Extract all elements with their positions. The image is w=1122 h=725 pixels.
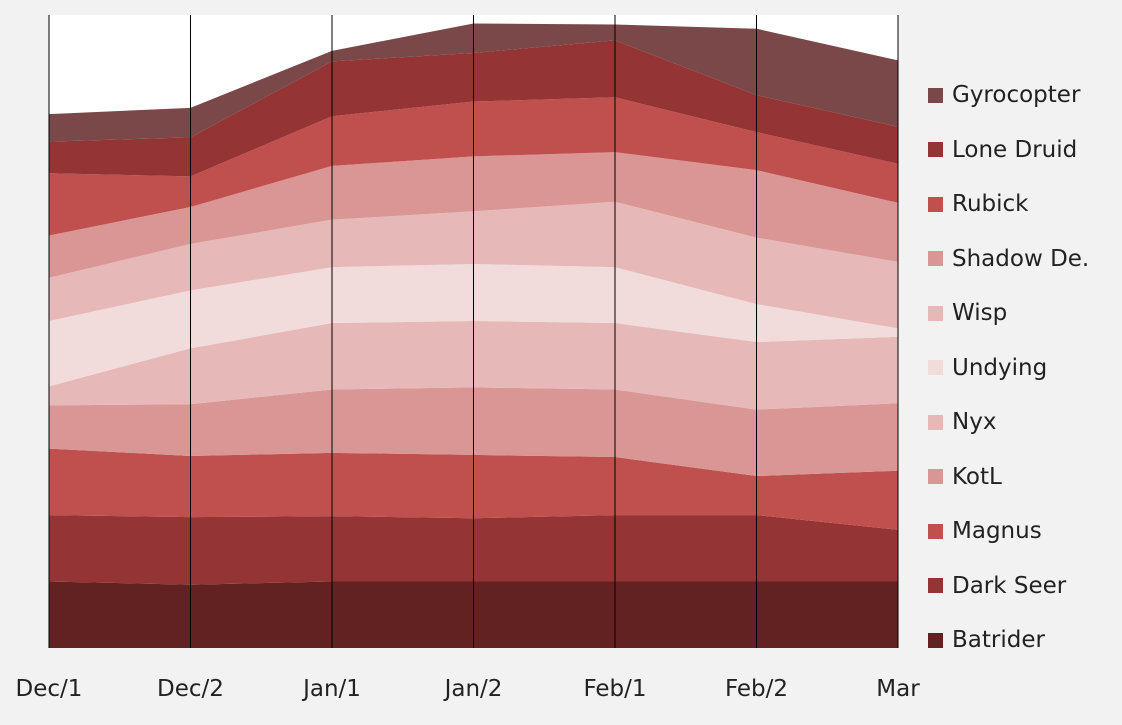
area-gyrocopter <box>49 23 898 142</box>
legend-item: Rubick <box>928 177 1118 232</box>
x-tick-label: Dec/1 <box>15 676 83 702</box>
legend-label: Lone Druid <box>952 136 1078 163</box>
legend-swatch <box>928 414 943 430</box>
legend-swatch <box>928 523 943 539</box>
plot-background <box>49 15 898 115</box>
legend-swatch <box>928 251 943 267</box>
area-rubick <box>49 97 898 236</box>
area-wisp <box>49 201 898 329</box>
area-undying <box>49 263 898 387</box>
legend-swatch <box>928 87 943 103</box>
legend-label: Magnus <box>952 518 1042 545</box>
legend-label: Undying <box>952 354 1048 381</box>
legend-item: Dark Seer <box>928 559 1118 614</box>
legend-label: Nyx <box>952 409 997 436</box>
area-shadow-de <box>49 152 898 278</box>
legend: Gyrocopter Lone Druid Rubick Shadow De. Wisp… <box>928 68 1118 668</box>
legend-item: Wisp <box>928 286 1118 341</box>
legend-item: Gyrocopter <box>928 68 1118 123</box>
x-tick-label: Mar <box>876 676 920 702</box>
legend-label: Dark Seer <box>952 572 1067 599</box>
legend-item: Nyx <box>928 395 1118 450</box>
x-tick-label: Feb/1 <box>583 676 647 702</box>
x-tick-label: Dec/2 <box>157 676 224 702</box>
legend-item: Undying <box>928 341 1118 396</box>
legend-label: Gyrocopter <box>952 82 1081 109</box>
x-tick-label: Feb/2 <box>724 676 789 702</box>
legend-label: Batrider <box>952 627 1045 654</box>
legend-item: Batrider <box>928 613 1118 668</box>
x-tick-label: Jan/1 <box>303 676 361 702</box>
legend-label: KotL <box>952 463 1002 490</box>
legend-swatch <box>928 578 943 594</box>
legend-swatch <box>928 142 943 158</box>
legend-label: Wisp <box>952 300 1008 327</box>
legend-label: Rubick <box>952 191 1029 218</box>
legend-label: Shadow De. <box>952 245 1090 272</box>
legend-swatch <box>928 196 943 212</box>
legend-item: Magnus <box>928 504 1118 559</box>
legend-item: Shadow De. <box>928 232 1118 287</box>
legend-swatch <box>928 632 943 648</box>
x-tick-label: Jan/2 <box>444 676 503 702</box>
legend-swatch <box>928 305 943 321</box>
legend-item: KotL <box>928 450 1118 505</box>
legend-swatch <box>928 360 943 376</box>
legend-item: Lone Druid <box>928 123 1118 178</box>
area-lone-druid <box>49 40 898 177</box>
legend-swatch <box>928 469 943 485</box>
